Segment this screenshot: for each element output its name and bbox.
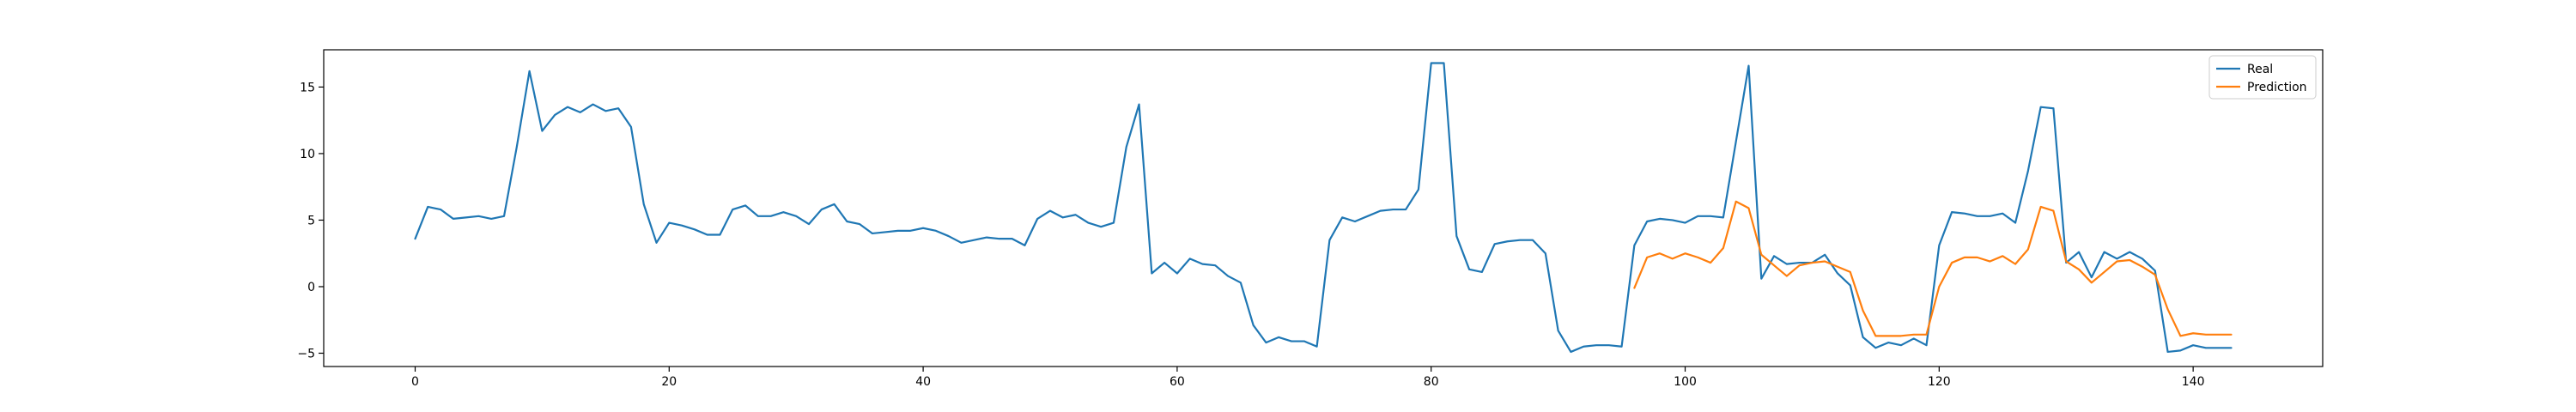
x-tick-label: 0 [411,375,419,389]
series-line-real [414,62,2233,354]
x-tick-label: 20 [661,375,677,389]
legend-label-real: Real [2247,63,2273,76]
y-tick-label: 10 [300,148,315,161]
x-tick-label: 120 [1928,375,1951,389]
y-tick-label: 0 [307,281,315,294]
x-tick-label: 60 [1170,375,1185,389]
x-tick-label: 80 [1424,375,1439,389]
x-tick-label: 140 [2182,375,2205,389]
y-tick-label: −5 [297,347,315,360]
legend-label-prediction: Prediction [2247,81,2307,94]
y-tick-label: 15 [300,81,315,94]
legend: Real Prediction [2208,55,2317,100]
x-tick-label: 40 [915,375,931,389]
plot-area-frame [323,49,2324,367]
legend-box [2208,55,2317,100]
x-tick-label: 100 [1674,375,1697,389]
y-axis: −5 0 5 10 15 [297,81,324,360]
x-axis: 0 20 40 60 80 100 120 140 [411,367,2205,389]
y-tick-label: 5 [307,214,315,227]
series-layer [414,62,2233,354]
series-line-prediction [1633,200,2233,337]
